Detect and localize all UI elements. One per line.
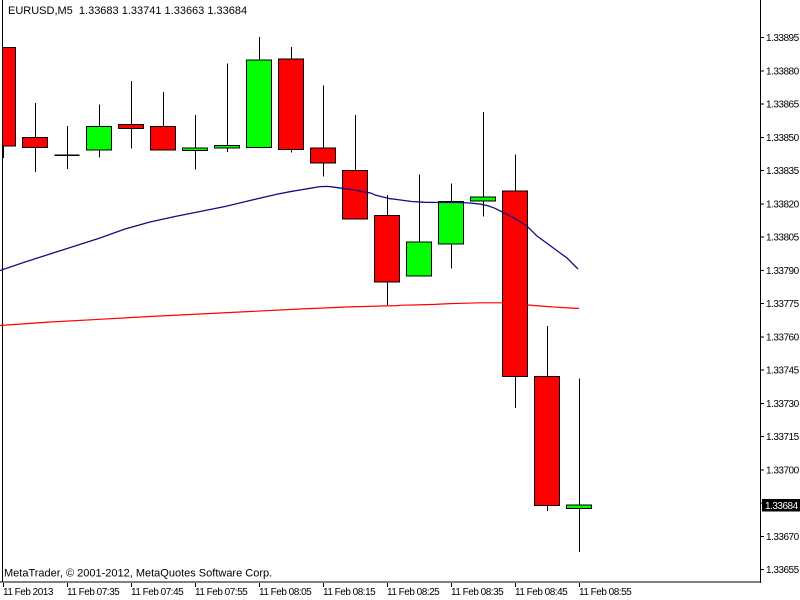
svg-text:1.33700: 1.33700 bbox=[766, 465, 800, 476]
svg-text:11 Feb 08:25: 11 Feb 08:25 bbox=[387, 587, 440, 598]
svg-text:11 Feb 08:45: 11 Feb 08:45 bbox=[515, 587, 568, 598]
svg-text:1.33790: 1.33790 bbox=[766, 266, 800, 277]
svg-text:11 Feb 2013: 11 Feb 2013 bbox=[3, 587, 54, 598]
svg-text:1.33670: 1.33670 bbox=[766, 532, 800, 543]
svg-text:1.33730: 1.33730 bbox=[766, 399, 800, 410]
svg-text:1.33850: 1.33850 bbox=[766, 133, 800, 144]
svg-text:1.33775: 1.33775 bbox=[766, 299, 800, 310]
svg-text:1.33820: 1.33820 bbox=[766, 199, 800, 210]
svg-text:1.33655: 1.33655 bbox=[766, 565, 800, 576]
svg-text:1.33880: 1.33880 bbox=[766, 66, 800, 77]
svg-text:EURUSD,M5 1.33683 1.33741 1.3: EURUSD,M5 1.33683 1.33741 1.33663 1.3368… bbox=[8, 5, 247, 17]
svg-text:1.33715: 1.33715 bbox=[766, 432, 800, 443]
svg-text:MetaTrader, © 2001-2012, MetaQ: MetaTrader, © 2001-2012, MetaQuotes Soft… bbox=[4, 568, 272, 580]
svg-text:11 Feb 07:45: 11 Feb 07:45 bbox=[131, 587, 184, 598]
svg-text:1.33805: 1.33805 bbox=[766, 233, 800, 244]
svg-text:11 Feb 07:55: 11 Feb 07:55 bbox=[195, 587, 248, 598]
svg-text:11 Feb 08:05: 11 Feb 08:05 bbox=[259, 587, 312, 598]
svg-text:11 Feb 08:55: 11 Feb 08:55 bbox=[579, 587, 632, 598]
svg-text:11 Feb 08:35: 11 Feb 08:35 bbox=[451, 587, 504, 598]
svg-text:1.33895: 1.33895 bbox=[766, 33, 800, 44]
svg-text:11 Feb 08:15: 11 Feb 08:15 bbox=[323, 587, 376, 598]
svg-text:1.33865: 1.33865 bbox=[766, 100, 800, 111]
svg-text:1.33835: 1.33835 bbox=[766, 166, 800, 177]
svg-text:11 Feb 07:35: 11 Feb 07:35 bbox=[67, 587, 120, 598]
svg-text:1.33760: 1.33760 bbox=[766, 332, 800, 343]
svg-text:1.33684: 1.33684 bbox=[765, 501, 799, 512]
svg-text:1.33745: 1.33745 bbox=[766, 366, 800, 377]
